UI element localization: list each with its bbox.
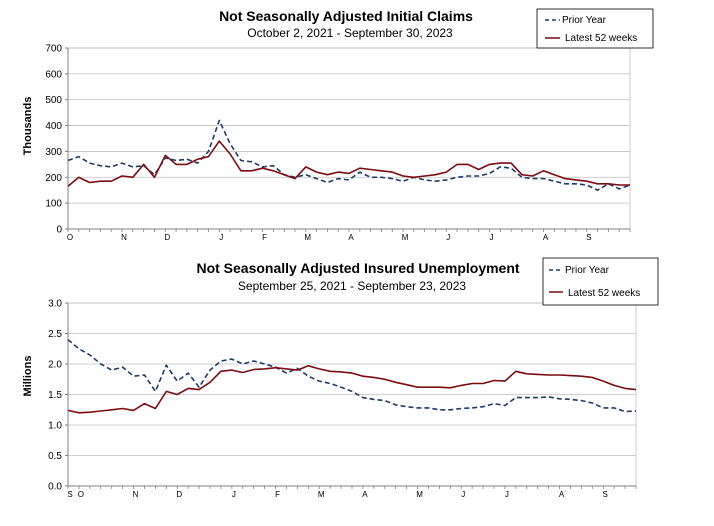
x-month-label: J — [232, 490, 236, 499]
chart-subtitle: October 2, 2021 - September 30, 2023 — [247, 26, 453, 40]
y-tick-label: 0.5 — [48, 451, 62, 462]
x-month-label: A — [559, 490, 565, 499]
x-month-label: A — [362, 490, 368, 499]
x-month-label: N — [133, 490, 139, 499]
series-line-prior-year — [67, 119, 631, 191]
x-month-label: S — [603, 490, 608, 499]
x-month-label: A — [543, 233, 549, 242]
x-month-label: D — [164, 233, 170, 242]
y-tick-label: 400 — [45, 121, 62, 132]
y-tick-label: 3.0 — [48, 299, 62, 310]
legend-label-latest: Latest 52 weeks — [565, 33, 637, 44]
x-month-label: J — [461, 490, 465, 499]
x-month-label: J — [446, 233, 450, 242]
x-month-label: A — [348, 233, 354, 242]
y-tick-label: 100 — [45, 199, 62, 210]
x-month-label: F — [275, 490, 280, 499]
legend-label-prior: Prior Year — [562, 15, 607, 26]
chart-subtitle: September 25, 2021 - September 23, 2023 — [238, 279, 466, 293]
x-month-label: S — [586, 233, 591, 242]
x-month-label: S — [67, 490, 72, 499]
y-tick-label: 1.0 — [48, 421, 62, 432]
x-month-label: O — [67, 233, 73, 242]
y-tick-label: 700 — [45, 44, 62, 55]
legend-box — [542, 257, 659, 306]
insured-unemployment-chart: Not Seasonally Adjusted Insured Unemploy… — [22, 257, 659, 499]
legend: Prior Year Latest 52 weeks — [542, 257, 659, 306]
y-tick-label: 1.5 — [48, 390, 62, 401]
legend-label-prior: Prior Year — [565, 265, 610, 276]
x-month-label: M — [304, 233, 311, 242]
chart-title: Not Seasonally Adjusted Insured Unemploy… — [196, 260, 519, 276]
legend-box — [536, 8, 654, 49]
x-month-label: J — [219, 233, 223, 242]
y-tick-label: 300 — [45, 147, 62, 158]
x-month-label: M — [416, 490, 423, 499]
x-month-label: J — [490, 233, 494, 242]
series-line-latest-52-weeks — [67, 140, 630, 187]
x-month-label: M — [402, 233, 409, 242]
y-tick-label: 200 — [45, 173, 62, 184]
x-month-label: D — [176, 490, 182, 499]
y-tick-label: 600 — [45, 69, 62, 80]
y-tick-label: 0.0 — [48, 482, 62, 493]
chart-title: Not Seasonally Adjusted Initial Claims — [219, 8, 473, 24]
initial-claims-chart: Not Seasonally Adjusted Initial Claims O… — [22, 8, 654, 242]
x-month-label: M — [318, 490, 325, 499]
y-tick-label: 2.5 — [48, 329, 62, 340]
series-line-latest-52-weeks — [67, 364, 637, 414]
x-month-label: N — [121, 233, 127, 242]
y-axis-label: Millions — [22, 356, 34, 397]
x-month-label: O — [78, 490, 84, 499]
x-month-label: J — [505, 490, 509, 499]
legend: Prior Year Latest 52 weeks — [536, 8, 654, 49]
y-tick-label: 2.0 — [48, 360, 62, 371]
y-tick-label: 500 — [45, 95, 62, 106]
x-month-label: F — [262, 233, 267, 242]
legend-label-latest: Latest 52 weeks — [568, 288, 640, 299]
y-axis-label: Thousands — [22, 97, 34, 156]
series-line-prior-year — [67, 338, 637, 413]
plot-area — [67, 47, 631, 230]
y-tick-label: 0 — [56, 225, 62, 236]
